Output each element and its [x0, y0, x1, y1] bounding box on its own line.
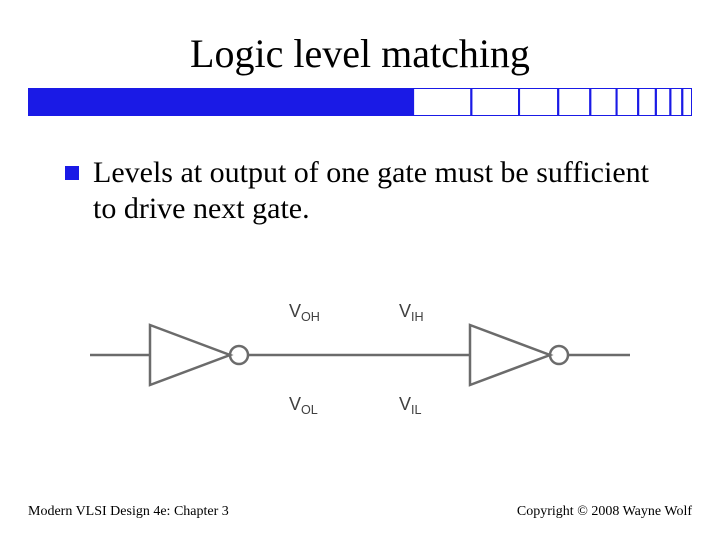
footer-right: Copyright © 2008 Wayne Wolf	[517, 504, 692, 520]
bullet-square-icon	[65, 166, 79, 180]
page-title: Logic level matching	[0, 30, 720, 77]
svg-text:VOL: VOL	[289, 394, 318, 417]
svg-text:VOH: VOH	[289, 301, 320, 324]
svg-text:VIL: VIL	[399, 394, 422, 417]
decorative-bar	[28, 88, 692, 116]
bullet-text: Levels at output of one gate must be suf…	[93, 155, 653, 227]
logic-diagram: VOH VIH VOL VIL	[90, 280, 630, 430]
bullet-item: Levels at output of one gate must be suf…	[65, 155, 660, 227]
footer-left: Modern VLSI Design 4e: Chapter 3	[28, 504, 229, 520]
svg-text:VIH: VIH	[399, 301, 424, 324]
